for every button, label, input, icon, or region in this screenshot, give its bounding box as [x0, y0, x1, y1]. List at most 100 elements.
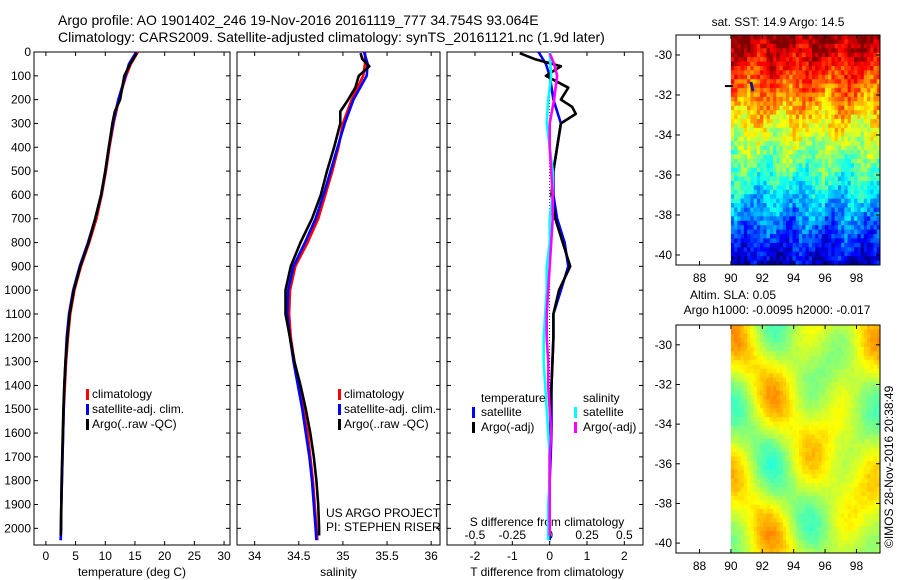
- heatmap-cell: [753, 329, 758, 335]
- heatmap-cell: [743, 539, 748, 545]
- heatmap-cell: [786, 338, 790, 343]
- heatmap-cell: [786, 425, 790, 431]
- heatmap-cell: [815, 539, 819, 545]
- heatmap-cell: [734, 390, 738, 396]
- heatmap-cell: [779, 460, 784, 466]
- heatmap-cell: [747, 203, 751, 208]
- heatmap-cell: [737, 96, 742, 102]
- heatmap-cell: [756, 531, 761, 536]
- heatmap-cell: [841, 189, 845, 195]
- heatmap-cell: [837, 119, 842, 124]
- heatmap-cell: [860, 346, 865, 352]
- heatmap-cell: [847, 145, 852, 151]
- heatmap-cell: [876, 408, 881, 414]
- heatmap-cell: [763, 390, 767, 396]
- heatmap-cell: [737, 136, 742, 142]
- heatmap-cell: [831, 496, 836, 501]
- heatmap-cell: [789, 203, 793, 208]
- heatmap-cell: [828, 114, 832, 120]
- heatmap-cell: [747, 373, 751, 379]
- heatmap-cell: [776, 500, 780, 506]
- heatmap-cell: [824, 48, 829, 54]
- heatmap-cell: [854, 364, 858, 370]
- heatmap-cell: [792, 482, 797, 488]
- heatmap-cell: [805, 189, 810, 195]
- heatmap-cell: [734, 500, 738, 506]
- heatmap-cell: [763, 338, 767, 343]
- heatmap-cell: [756, 57, 761, 62]
- heatmap-cell: [802, 185, 806, 191]
- heatmap-cell: [730, 132, 735, 138]
- x-tick-label: 2: [621, 549, 628, 563]
- heatmap-cell: [870, 408, 874, 414]
- heatmap-cell: [857, 234, 861, 239]
- heatmap-cell: [792, 185, 797, 191]
- heatmap-cell: [769, 207, 774, 213]
- heatmap-cell: [870, 132, 874, 138]
- heatmap-cell: [740, 92, 745, 98]
- heatmap-cell: [818, 500, 823, 506]
- heatmap-cell: [841, 360, 845, 365]
- heatmap-cell: [854, 74, 858, 80]
- heatmap-cell: [740, 399, 745, 405]
- heatmap-cell: [854, 92, 858, 98]
- heatmap-cell: [756, 368, 761, 374]
- heatmap-cell: [863, 256, 868, 261]
- heatmap-cell: [805, 368, 810, 374]
- heatmap-cell: [795, 373, 800, 379]
- heatmap-cell: [743, 465, 748, 471]
- heatmap-cell: [753, 535, 758, 541]
- heatmap-cell: [753, 114, 758, 120]
- heatmap-cell: [818, 460, 823, 466]
- heatmap-cell: [734, 408, 738, 414]
- heatmap-cell: [841, 176, 845, 182]
- heatmap-cell: [805, 465, 810, 471]
- heatmap-cell: [760, 83, 764, 89]
- heatmap-cell: [870, 150, 874, 155]
- heatmap-cell: [815, 526, 819, 532]
- heatmap-cell: [743, 92, 748, 98]
- heatmap-cell: [805, 92, 810, 98]
- heatmap-cell: [773, 167, 777, 173]
- heatmap-cell: [789, 403, 793, 409]
- heatmap-cell: [730, 377, 735, 383]
- heatmap-cell: [808, 203, 813, 208]
- heatmap-cell: [773, 439, 777, 444]
- heatmap-cell: [760, 338, 764, 343]
- heatmap-cell: [863, 351, 868, 357]
- heatmap-cell: [831, 101, 836, 107]
- heatmap-cell: [763, 346, 767, 352]
- heatmap-cell: [873, 189, 878, 195]
- heatmap-cell: [802, 513, 806, 519]
- heatmap-cell: [766, 452, 771, 457]
- heatmap-cell: [818, 496, 823, 501]
- heatmap-cell: [870, 48, 874, 54]
- heatmap-cell: [802, 194, 806, 200]
- heatmap-cell: [753, 61, 758, 67]
- heatmap-cell: [828, 247, 832, 253]
- heatmap-cell: [743, 430, 748, 436]
- heatmap-cell: [763, 52, 767, 58]
- heatmap-cell: [779, 408, 784, 414]
- heatmap-cell: [863, 48, 868, 54]
- heatmap-cell: [747, 74, 751, 80]
- heatmap-cell: [818, 325, 823, 330]
- heatmap-cell: [815, 452, 819, 457]
- heatmap-cell: [802, 141, 806, 146]
- heatmap-cell: [805, 491, 810, 497]
- heatmap-cell: [753, 522, 758, 528]
- heatmap-cell: [831, 119, 836, 124]
- heatmap-cell: [863, 163, 868, 169]
- heatmap-cell: [795, 207, 800, 213]
- heatmap-cell: [831, 346, 836, 352]
- heatmap-cell: [756, 342, 761, 348]
- heatmap-cell: [873, 346, 878, 352]
- heatmap-cell: [844, 325, 848, 330]
- heatmap-cell: [863, 61, 868, 67]
- heatmap-cell: [743, 504, 748, 510]
- heatmap-cell: [805, 377, 810, 383]
- heatmap-cell: [837, 43, 842, 49]
- heatmap-cell: [734, 145, 738, 151]
- heatmap-cell: [828, 360, 832, 365]
- heatmap-cell: [867, 70, 871, 76]
